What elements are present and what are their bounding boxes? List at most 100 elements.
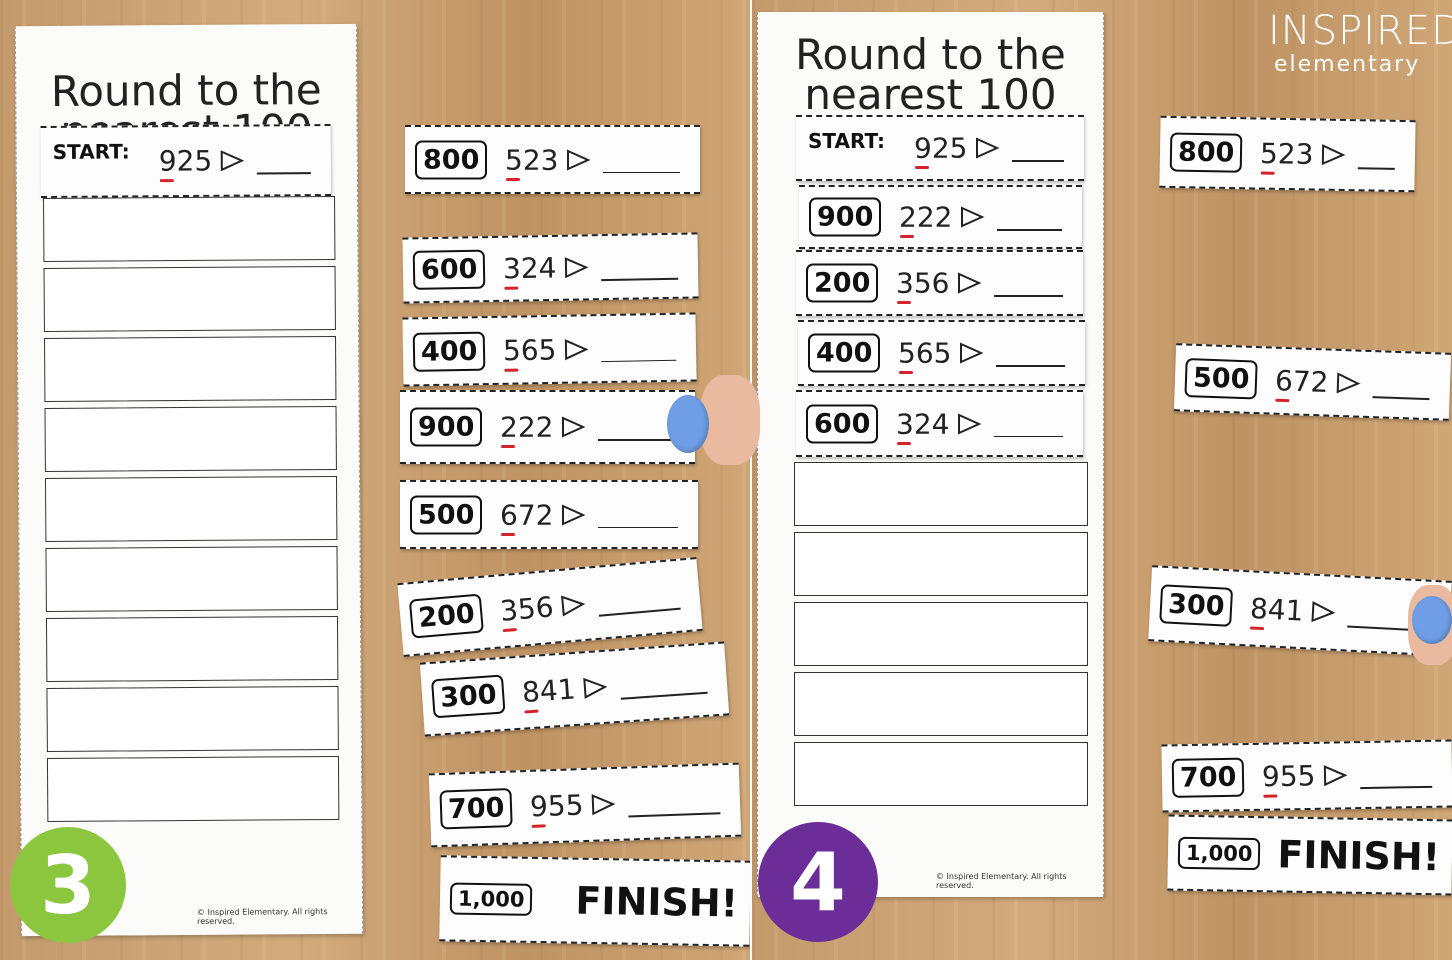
- answer-box: 800: [415, 140, 488, 179]
- answer-blank: [620, 691, 708, 700]
- number: 356: [896, 266, 950, 300]
- answer-box: 200: [806, 263, 879, 303]
- underline: [899, 371, 913, 374]
- answer-blank: [601, 359, 677, 363]
- answer-blank: [256, 172, 311, 175]
- arrow-icon: [958, 272, 982, 294]
- underline: [915, 166, 929, 169]
- empty-slot: [44, 475, 338, 543]
- brand-tagline: elementary: [1274, 52, 1421, 77]
- card: 700 955: [1161, 739, 1452, 813]
- answer-box: 300: [1159, 584, 1234, 627]
- start-label: START:: [52, 139, 130, 164]
- arrow-icon: [583, 677, 608, 699]
- card: 800 523: [1159, 115, 1416, 193]
- card: 200 356: [796, 250, 1083, 316]
- finish-card: 1,000 FINISH!: [1167, 814, 1452, 896]
- step-badge: 3: [10, 827, 126, 943]
- start-label: START:: [808, 129, 886, 153]
- card: 900 222: [799, 185, 1082, 249]
- underline: [504, 286, 519, 290]
- number: 841: [520, 672, 577, 710]
- underline: [1275, 398, 1290, 403]
- empty-slot: [44, 405, 337, 473]
- empty-slot: [45, 615, 339, 683]
- underline: [897, 301, 911, 304]
- arrow-icon: [564, 338, 589, 360]
- finish-label: FINISH!: [575, 878, 739, 926]
- number: 523: [1259, 137, 1314, 171]
- arrow-icon: [961, 206, 985, 228]
- answer-box: 1,000: [1177, 836, 1261, 871]
- arrow-icon: [562, 503, 586, 526]
- fingernail: [1412, 596, 1452, 644]
- empty-slot: [46, 685, 339, 752]
- underline: [897, 441, 911, 445]
- number: 925: [914, 131, 968, 165]
- finger: [700, 375, 760, 465]
- underline: [1263, 794, 1278, 798]
- answer-box: 500: [1184, 358, 1259, 400]
- underline: [159, 179, 174, 183]
- answer-blank: [598, 439, 675, 441]
- answer-box: 700: [439, 788, 514, 830]
- underline: [1249, 626, 1265, 631]
- fingernail: [667, 395, 709, 453]
- underline: [501, 532, 515, 536]
- answer-box: 400: [412, 331, 486, 372]
- answer-blank: [598, 607, 681, 617]
- arrow-icon: [591, 794, 616, 816]
- answer-box: 900: [410, 407, 483, 447]
- underline: [501, 445, 515, 448]
- number: 955: [1261, 759, 1316, 794]
- underline: [531, 824, 546, 828]
- answer-blank: [1372, 396, 1430, 400]
- number: 222: [500, 410, 554, 444]
- number: 523: [505, 143, 559, 176]
- arrow-icon: [976, 137, 1000, 159]
- arrow-icon: [1336, 372, 1361, 394]
- empty-slot: [794, 672, 1088, 736]
- card: 300 841: [419, 641, 730, 737]
- answer-blank: [1360, 785, 1433, 789]
- answer-box: 900: [809, 197, 882, 237]
- underline: [504, 368, 519, 372]
- answer-blank: [994, 295, 1063, 297]
- number: 841: [1249, 591, 1305, 628]
- empty-slot: [46, 755, 340, 822]
- answer-box: 400: [808, 333, 881, 373]
- number: 565: [502, 332, 557, 367]
- card: 600 324: [402, 232, 699, 304]
- sheet-title: nearest 100: [804, 70, 1057, 119]
- brand-name: INSPIRED: [1268, 8, 1452, 54]
- answer-box: 800: [1169, 132, 1243, 173]
- answer-blank: [994, 435, 1063, 437]
- arrow-icon: [562, 416, 586, 438]
- arrow-icon: [567, 148, 591, 171]
- photo-right: Round to the nearest 100 START: 925 © Inspir…: [752, 0, 1452, 960]
- number: 672: [1274, 364, 1330, 400]
- number: 356: [498, 590, 555, 628]
- number: 925: [158, 144, 213, 178]
- number: 324: [502, 251, 557, 286]
- card: 800 523: [405, 125, 700, 194]
- number: 222: [899, 200, 953, 234]
- answer-blank: [628, 812, 721, 817]
- empty-slot: [45, 545, 338, 613]
- step-badge: 4: [758, 822, 878, 942]
- start-card: START: 925: [796, 115, 1084, 181]
- card: 400 565: [402, 312, 697, 387]
- arrow-icon: [960, 342, 984, 364]
- answer-blank: [598, 526, 678, 528]
- number: 324: [896, 407, 950, 440]
- answer-box: 600: [412, 249, 486, 290]
- card: 400 565: [798, 320, 1085, 386]
- underline: [524, 709, 539, 714]
- answer-blank: [1012, 160, 1064, 162]
- arrow-icon: [561, 595, 586, 617]
- answer-box: 1,000: [449, 882, 533, 916]
- copyright: © Inspired Elementary. All rights reserv…: [936, 872, 1067, 890]
- number: 955: [529, 788, 585, 824]
